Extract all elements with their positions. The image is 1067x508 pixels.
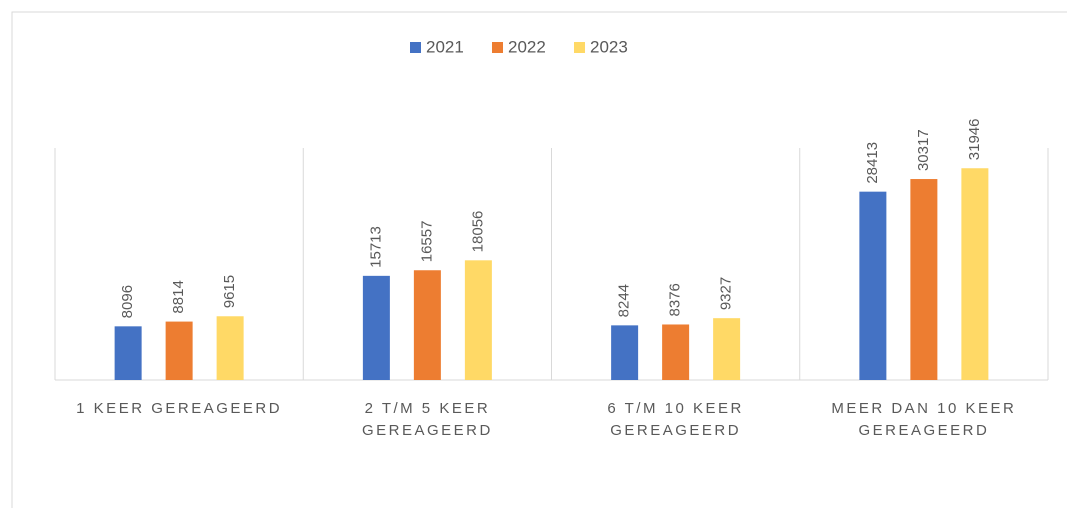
bar bbox=[859, 191, 887, 380]
data-label: 9615 bbox=[221, 275, 238, 308]
x-tick-label: MEER DAN 10 KEER GEREAGEERD bbox=[831, 400, 1017, 439]
data-label: 8096 bbox=[119, 285, 136, 318]
bar bbox=[713, 318, 741, 380]
bar bbox=[114, 326, 142, 380]
data-label: 31946 bbox=[966, 119, 983, 161]
data-label: 8814 bbox=[170, 280, 187, 313]
chart-border bbox=[11, 11, 1067, 508]
bar bbox=[362, 275, 390, 380]
bar bbox=[910, 179, 938, 380]
legend-swatch bbox=[574, 42, 585, 53]
data-label: 8376 bbox=[667, 283, 684, 316]
bar bbox=[611, 325, 639, 380]
data-label: 30317 bbox=[915, 129, 932, 171]
data-label: 18056 bbox=[469, 211, 486, 253]
data-label: 28413 bbox=[864, 142, 881, 184]
legend-swatch bbox=[492, 42, 503, 53]
x-tick-label: 1 KEER GEREAGEERD bbox=[76, 400, 283, 417]
bar bbox=[216, 316, 244, 380]
x-tick-label: 2 T/M 5 KEER GEREAGEERD bbox=[361, 400, 493, 439]
bar bbox=[961, 168, 989, 380]
legend-swatch bbox=[410, 42, 421, 53]
bar bbox=[464, 260, 492, 380]
data-label: 16557 bbox=[418, 221, 435, 263]
legend-label: 2022 bbox=[508, 37, 546, 56]
data-label: 8244 bbox=[616, 284, 633, 317]
legend-label: 2021 bbox=[426, 37, 464, 56]
bar bbox=[662, 324, 690, 380]
data-label: 9327 bbox=[718, 277, 735, 310]
data-label: 15713 bbox=[367, 226, 384, 268]
bar bbox=[413, 270, 441, 380]
x-tick-label: 6 T/M 10 KEER GEREAGEERD bbox=[607, 400, 744, 439]
legend-label: 2023 bbox=[590, 37, 628, 56]
bar bbox=[165, 321, 193, 380]
